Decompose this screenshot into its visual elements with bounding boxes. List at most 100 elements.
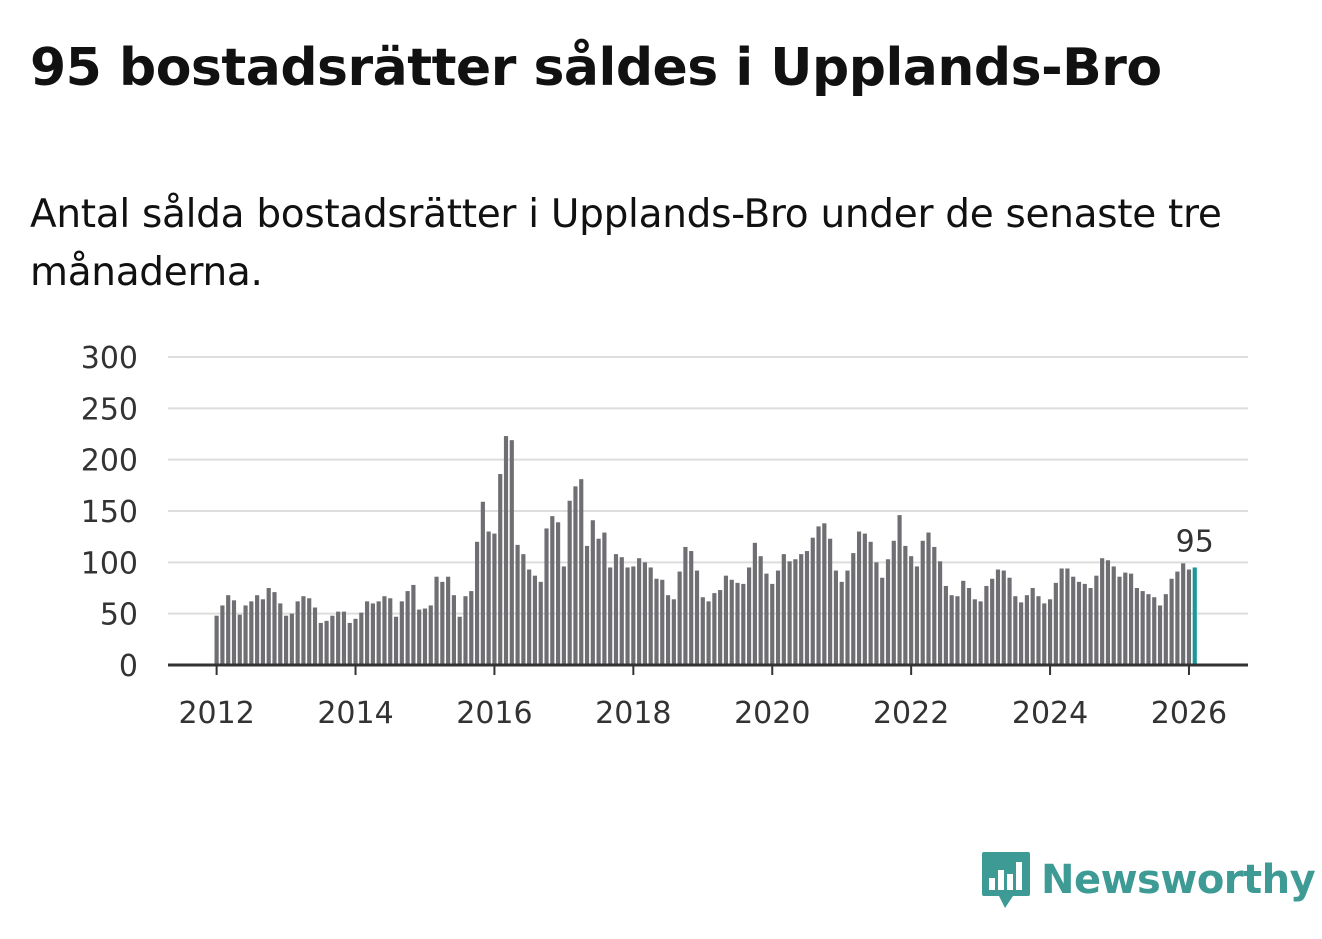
bar (1042, 603, 1047, 665)
bar (1076, 581, 1082, 665)
bar (810, 537, 815, 665)
bar (781, 554, 786, 665)
bar (1146, 594, 1151, 665)
bar (295, 601, 300, 665)
bar (1105, 560, 1111, 665)
bar (613, 554, 619, 665)
bar (851, 553, 856, 665)
bar (897, 515, 902, 665)
bar (1169, 578, 1174, 665)
bar (1059, 568, 1064, 665)
bar (405, 591, 410, 665)
bar (382, 596, 387, 665)
bar (839, 581, 844, 665)
bar (422, 608, 428, 665)
logo-text: Newsworthy (1041, 857, 1316, 903)
bar (1053, 582, 1058, 665)
bar (712, 593, 717, 665)
bar (434, 576, 439, 665)
bar (880, 577, 885, 665)
bar (1157, 605, 1163, 665)
bar (1134, 588, 1139, 665)
bar (330, 615, 335, 665)
bar (741, 583, 746, 665)
bar (498, 474, 503, 665)
newsworthy-logo: Newsworthy (981, 850, 1316, 910)
bar (359, 612, 364, 665)
bar (677, 571, 682, 665)
bar (602, 532, 607, 665)
bar (220, 605, 225, 665)
x-tick-label: 2012 (178, 696, 254, 731)
bar (1065, 568, 1070, 665)
bar (845, 570, 850, 665)
y-tick-label: 150 (81, 495, 138, 530)
bar (799, 554, 804, 665)
bar (417, 609, 422, 665)
x-tick-label: 2014 (317, 696, 393, 731)
bar (903, 545, 908, 665)
bar (590, 520, 595, 665)
bar (376, 601, 381, 665)
bar (480, 501, 485, 665)
bar (312, 607, 318, 665)
bar (492, 533, 497, 665)
bar (1030, 588, 1035, 665)
bar (527, 569, 532, 665)
bar (521, 554, 526, 665)
bar (370, 603, 375, 665)
bar (625, 567, 630, 665)
bar (683, 546, 688, 665)
y-tick-label: 300 (81, 341, 138, 376)
bar (654, 578, 659, 665)
chart-title: 95 bostadsrätter såldes i Upplands-Bro (30, 38, 1162, 98)
bar (718, 590, 723, 665)
bar (619, 557, 624, 665)
chart-subtitle: Antal sålda bostadsrätter i Upplands-Bro… (30, 192, 1222, 295)
bar (1047, 599, 1053, 665)
bar (608, 567, 613, 665)
bar (1100, 558, 1105, 665)
y-tick-label: 100 (81, 546, 138, 581)
bar (289, 613, 294, 665)
bar (914, 566, 920, 665)
bar (596, 538, 601, 665)
bar (793, 559, 798, 665)
bar (972, 599, 977, 665)
bar (804, 551, 810, 665)
bar (538, 581, 543, 665)
bar (561, 566, 566, 665)
newsworthy-chart-bubble-icon (982, 852, 1030, 908)
bar (775, 570, 781, 665)
bar (770, 583, 775, 665)
bar (347, 622, 352, 665)
bar (556, 522, 561, 665)
bar (689, 551, 694, 665)
bar (486, 531, 491, 665)
x-tick-label: 2016 (456, 696, 532, 731)
bar (1140, 591, 1145, 665)
bar (1186, 569, 1192, 665)
y-tick-label: 200 (81, 444, 138, 479)
x-tick-label: 2026 (1151, 696, 1227, 731)
bar (1163, 594, 1168, 665)
bar (573, 486, 578, 665)
bar (1123, 572, 1128, 665)
bar (446, 576, 451, 665)
bar (231, 600, 237, 665)
bar-latest (1192, 567, 1197, 665)
bar (955, 596, 960, 665)
bar (1007, 577, 1012, 665)
bar (283, 615, 289, 665)
bar (509, 440, 514, 665)
bar (862, 533, 867, 665)
bar (336, 611, 341, 665)
bar (579, 479, 584, 665)
bar (943, 585, 948, 665)
bar (978, 601, 983, 665)
bar (353, 618, 358, 665)
bar (694, 570, 700, 665)
bar (1152, 597, 1157, 665)
bar (671, 599, 676, 665)
